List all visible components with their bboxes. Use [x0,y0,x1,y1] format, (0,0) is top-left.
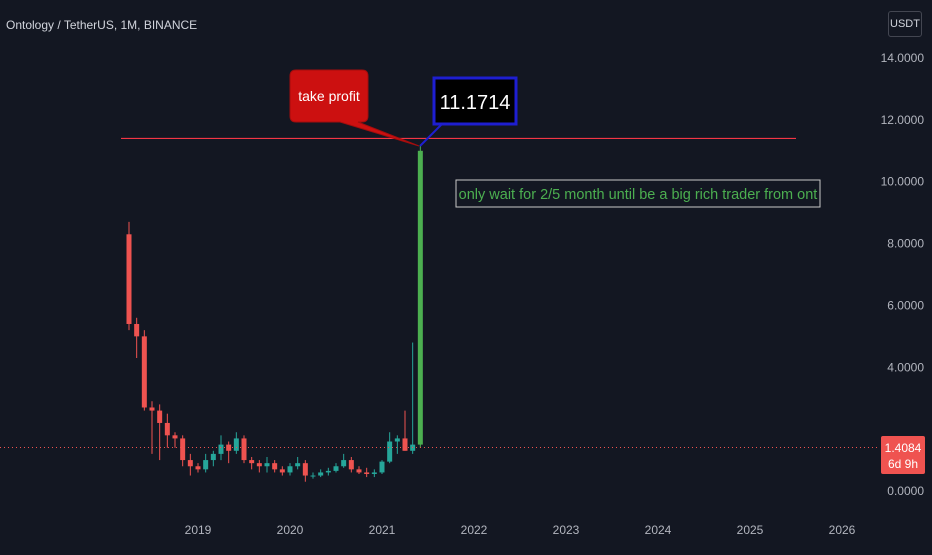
candle-2019-07[interactable] [241,438,247,461]
candle-2020-08[interactable] [341,460,347,467]
x-tick-label: 2021 [369,523,396,537]
candle-2020-01[interactable] [287,466,293,473]
y-tick-label: 14.0000 [881,51,925,65]
x-tick-label: 2019 [185,523,212,537]
price-value-label: 11.1714 [440,92,511,114]
y-tick-label: 4.0000 [887,360,924,374]
x-tick-label: 2022 [461,523,488,537]
candle-2020-02[interactable] [295,463,301,467]
candle-2019-09[interactable] [256,463,262,467]
candle-2018-05[interactable] [134,323,140,337]
y-tick-label: 0.0000 [887,484,924,498]
candle-2020-11[interactable] [364,472,370,474]
candle-2021-06[interactable] [417,150,423,445]
x-tick-label: 2025 [737,523,764,537]
price-value-box[interactable]: 11.1714 [419,76,518,147]
last-price-value: 1.4084 [885,441,922,455]
bar-countdown: 6d 9h [888,457,918,471]
x-tick-label: 2020 [277,523,304,537]
candle-2020-07[interactable] [333,466,339,471]
candle-2018-08[interactable] [157,410,163,423]
time-axis[interactable]: 2019 2020 2021 2022 2023 2024 2025 2026 [185,523,856,537]
x-tick-label: 2026 [829,523,856,537]
candle-2021-02[interactable] [387,441,393,462]
candle-2020-09[interactable] [348,460,354,470]
note-box[interactable]: only wait for 2/5 month until be a big r… [455,179,821,208]
candle-2020-12[interactable] [371,472,377,474]
candle-2018-09[interactable] [164,422,170,436]
candle-2020-06[interactable] [325,470,331,473]
candle-2020-04[interactable] [310,475,316,477]
y-tick-label: 6.0000 [887,298,924,312]
take-profit-label: take profit [298,88,360,104]
candle-2021-01[interactable] [379,461,385,473]
candle-2019-12[interactable] [279,469,285,473]
note-text: only wait for 2/5 month until be a big r… [459,187,818,203]
candle-2021-03[interactable] [394,438,400,442]
candle-2018-07[interactable] [149,407,155,411]
price-axis[interactable]: 0.0000 4.0000 6.0000 8.0000 10.0000 12.0000 14… [881,51,925,498]
currency-button[interactable]: USDT [888,11,922,37]
candle-2019-03[interactable] [210,453,216,461]
candle-2018-10[interactable] [172,435,178,439]
candle-2019-01[interactable] [195,466,201,470]
candle-2019-08[interactable] [249,460,255,464]
candle-2018-12[interactable] [187,460,193,467]
y-tick-label: 10.0000 [881,175,925,189]
candle-2019-11[interactable] [272,463,278,470]
candle-2019-04[interactable] [218,444,224,454]
y-tick-label: 8.0000 [887,237,924,251]
x-tick-label: 2023 [553,523,580,537]
candle-2018-11[interactable] [180,438,186,461]
y-tick-label: 12.0000 [881,113,925,127]
candle-2019-10[interactable] [264,463,270,467]
candle-2021-04[interactable] [402,438,408,451]
last-price-tag: 1.4084 6d 9h [881,436,925,474]
candle-2019-02[interactable] [203,460,209,470]
candles-group [126,145,423,482]
candle-2018-04[interactable] [126,234,132,324]
symbol-title: Ontology / TetherUS, 1M, BINANCE [6,18,198,32]
x-tick-label: 2024 [645,523,672,537]
candle-2018-06[interactable] [141,336,147,408]
candle-2020-05[interactable] [318,472,324,476]
take-profit-callout[interactable]: take profit [289,69,420,147]
candle-2020-03[interactable] [302,463,308,476]
candle-2019-06[interactable] [233,438,239,451]
candle-2020-10[interactable] [356,469,362,473]
